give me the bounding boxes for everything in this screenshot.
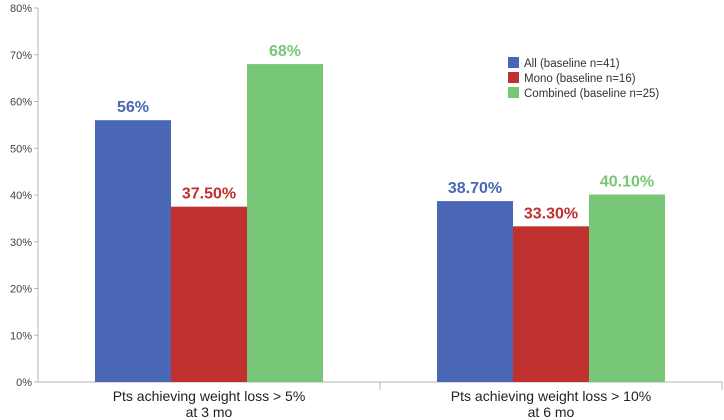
y-tick-label: 0%	[16, 377, 32, 389]
category-label-line2: at 6 mo	[528, 404, 575, 420]
y-tick-label: 60%	[10, 97, 32, 109]
bar	[95, 120, 171, 382]
bar	[247, 64, 323, 382]
data-label: 56%	[117, 99, 149, 116]
y-tick-label: 30%	[10, 237, 32, 249]
legend-swatch	[508, 87, 519, 98]
legend-swatch	[508, 57, 519, 68]
bar	[437, 201, 513, 382]
data-label: 40.10%	[600, 174, 654, 191]
y-tick-label: 40%	[10, 190, 32, 202]
bar	[589, 194, 665, 382]
category-label-line2: at 3 mo	[186, 404, 233, 420]
data-label: 37.50%	[182, 186, 236, 203]
y-tick-label: 80%	[10, 3, 32, 15]
bars	[95, 64, 665, 382]
category-label: Pts achieving weight loss > 5%	[113, 388, 306, 404]
legend-label: Combined (baseline n=25)	[524, 88, 659, 100]
legend-swatch	[508, 72, 519, 83]
legend: All (baseline n=41) Mono (baseline n=16) C…	[508, 57, 659, 100]
y-tick-label: 50%	[10, 143, 32, 155]
data-label: 33.30%	[524, 205, 578, 222]
legend-label: All (baseline n=41)	[524, 58, 620, 70]
data-label: 68%	[269, 43, 301, 60]
legend-label: Mono (baseline n=16)	[524, 73, 636, 85]
y-tick-label: 20%	[10, 284, 32, 296]
axes: 0% 10% 20% 30% 40% 50% 60% 70% 80% Pts achieving …	[10, 3, 723, 420]
category-label: Pts achieving weight loss > 10%	[451, 388, 651, 404]
y-tick-label: 10%	[10, 330, 32, 342]
bar	[513, 226, 589, 382]
bar	[171, 206, 247, 382]
data-labels: 56% 37.50% 68% 38.70% 33.30% 40.10%	[117, 43, 654, 222]
data-label: 38.70%	[448, 180, 502, 197]
y-tick-label: 70%	[10, 50, 32, 62]
